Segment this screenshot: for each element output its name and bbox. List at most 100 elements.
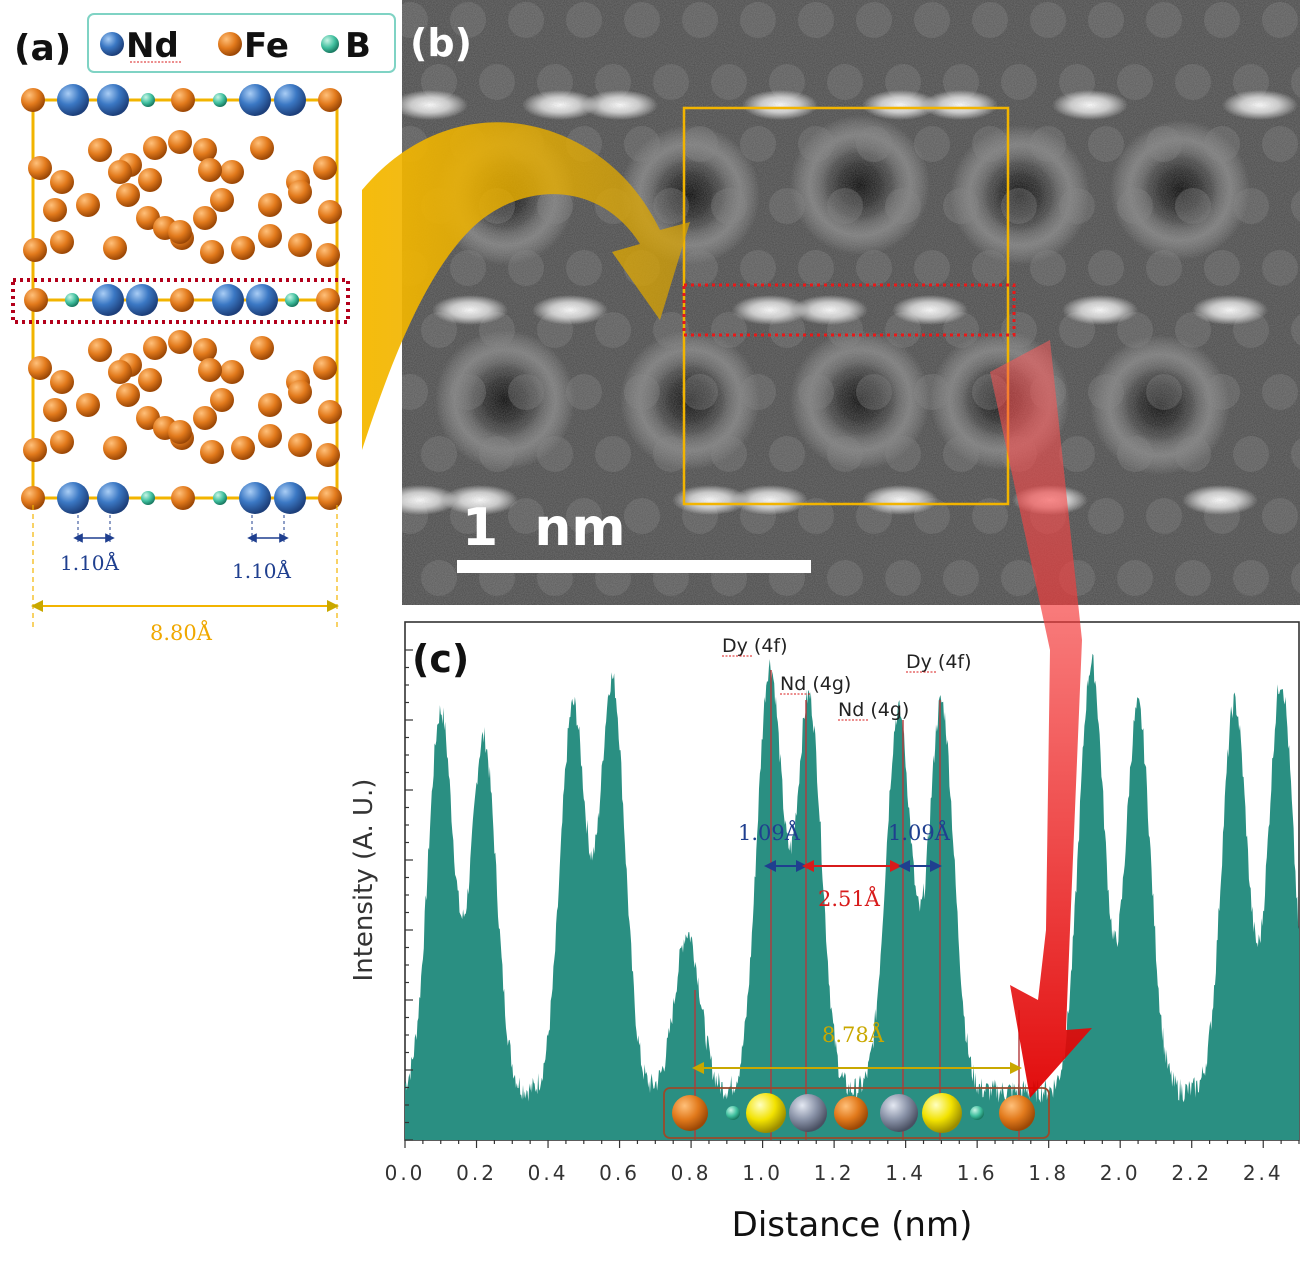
- x-tick-label: 2.4: [1243, 1161, 1284, 1185]
- atom-fe: [138, 368, 162, 392]
- x-tick-label: 2.0: [1100, 1161, 1141, 1185]
- atom-fe: [318, 400, 342, 424]
- atom-fe: [116, 183, 140, 207]
- atom-fe: [23, 438, 47, 462]
- atom-fe: [143, 336, 167, 360]
- atom-fe: [138, 168, 162, 192]
- atom-fe: [258, 393, 282, 417]
- atom-fe: [168, 330, 192, 354]
- atom-nd: [92, 284, 124, 316]
- atom-fe: [143, 136, 167, 160]
- x-axis-label: Distance (nm): [732, 1205, 973, 1245]
- atom-fe: [198, 158, 222, 182]
- annot-cell-width: 8.78Å: [822, 1022, 885, 1047]
- chain-atom: [999, 1095, 1035, 1131]
- atom-fe: [108, 160, 132, 184]
- atom-fe: [258, 193, 282, 217]
- chain-atom: [970, 1106, 984, 1120]
- atom-fe: [288, 180, 312, 204]
- atom-nd: [126, 284, 158, 316]
- line-profile-box: [682, 283, 1016, 337]
- chain-atom: [880, 1094, 918, 1132]
- annot-dy-left: Dy (4f): [722, 635, 788, 657]
- legend-nd-label: Nd: [126, 26, 179, 66]
- atom-fe: [220, 160, 244, 184]
- atom-fe: [231, 436, 255, 460]
- atom-fe: [23, 238, 47, 262]
- atom-nd: [57, 482, 89, 514]
- gold-arrow: [362, 122, 690, 450]
- atom-fe: [193, 138, 217, 162]
- atom-nd: [239, 84, 271, 116]
- atom-fe: [210, 188, 234, 212]
- chain-atom: [746, 1093, 786, 1133]
- panel-a-label: (a): [14, 28, 71, 69]
- annot-dy-right: Dy (4f): [906, 651, 972, 673]
- atom-fe: [318, 200, 342, 224]
- nd-spacing-label-left: 1.10Å: [60, 550, 120, 575]
- y-axis-ticks: [405, 649, 413, 1141]
- x-tick-label: 0.0: [385, 1161, 426, 1185]
- chain-atom: [834, 1096, 868, 1130]
- atom-nd: [212, 284, 244, 316]
- x-tick-label: 0.8: [671, 1161, 712, 1185]
- atom-nd: [274, 482, 306, 514]
- atom-fe: [50, 170, 74, 194]
- red-arrow: [990, 340, 1092, 1098]
- atom-fe: [50, 430, 74, 454]
- atom-b: [213, 93, 227, 107]
- atom-fe: [258, 224, 282, 248]
- atom-fe: [288, 380, 312, 404]
- x-tick-label: 0.6: [599, 1161, 640, 1185]
- atom-fe: [24, 288, 48, 312]
- annot-spacing-left: 1.09Å: [738, 820, 801, 845]
- atom-fe: [318, 88, 342, 112]
- y-axis-label: Intensity (A. U.): [349, 779, 379, 982]
- atom-fe: [21, 486, 45, 510]
- atom-fe: [200, 440, 224, 464]
- atom-fe: [198, 358, 222, 382]
- atom-fe: [168, 130, 192, 154]
- atom-fe: [316, 443, 340, 467]
- panel-b-stem-image: (b) 1 nm: [402, 0, 1300, 605]
- legend-nd-swatch: [100, 32, 124, 56]
- legend-b-swatch: [321, 35, 339, 53]
- atom-nd: [97, 482, 129, 514]
- atom-fe: [250, 336, 274, 360]
- atom-fe: [76, 193, 100, 217]
- legend-fe-label: Fe: [244, 26, 289, 66]
- annot-underlines: [722, 655, 936, 721]
- panel-a-crystal-structure: (a) Nd Fe B 1.10Å 1.10Å 8.80Å: [11, 13, 396, 645]
- annot-nd-right: Nd (4g): [838, 699, 909, 721]
- x-tick-label: 0.2: [456, 1161, 497, 1185]
- atom-fe: [313, 156, 337, 180]
- atom-fe: [313, 356, 337, 380]
- atom-fe: [210, 388, 234, 412]
- x-tick-label: 1.8: [1028, 1161, 1069, 1185]
- atom-fe: [258, 424, 282, 448]
- atom-fe: [88, 138, 112, 162]
- atom-fe: [193, 338, 217, 362]
- chain-atom: [726, 1106, 740, 1120]
- atom-fe: [231, 236, 255, 260]
- atom-fe: [288, 233, 312, 257]
- atom-nd: [97, 84, 129, 116]
- atom-chain: [672, 1093, 1035, 1133]
- x-tick-label: 1.0: [742, 1161, 783, 1185]
- atom-fe: [171, 486, 195, 510]
- legend-fe-swatch: [218, 32, 242, 56]
- atom-nd: [239, 482, 271, 514]
- atom-fe: [28, 356, 52, 380]
- scale-bar: [457, 560, 811, 573]
- atom-b: [141, 491, 155, 505]
- atom-fe: [170, 288, 194, 312]
- chain-atom: [922, 1093, 962, 1133]
- atom-fe: [103, 236, 127, 260]
- annot-spacing-mid: 2.51Å: [818, 886, 881, 911]
- atom-fe: [28, 156, 52, 180]
- atom-fe: [116, 383, 140, 407]
- atom-fe: [316, 243, 340, 267]
- atom-structure: [21, 84, 342, 514]
- atom-nd: [246, 284, 278, 316]
- atom-nd: [274, 84, 306, 116]
